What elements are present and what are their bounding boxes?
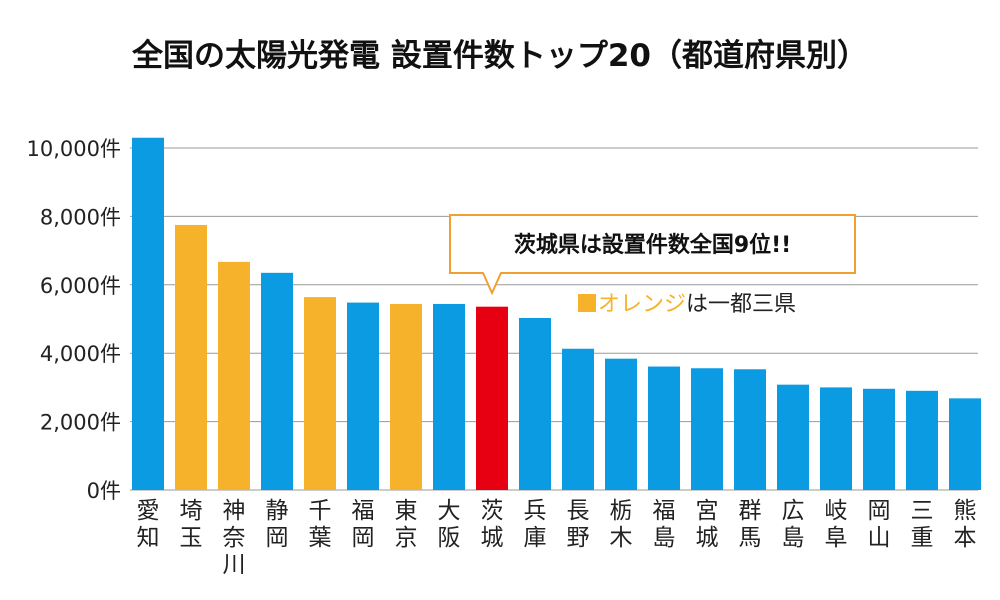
bar (132, 137, 164, 491)
bar (390, 303, 422, 490)
x-tick-label: 広島 (782, 498, 805, 551)
bar (648, 366, 680, 490)
x-tick-label: 岡山 (868, 498, 891, 551)
x-tick-label: 兵庫 (524, 498, 547, 551)
x-tick-label: 静岡 (266, 498, 289, 551)
y-tick-label: 4,000件 (40, 342, 121, 366)
callout: 茨城県は設置件数全国9位!! (449, 214, 856, 296)
bar (304, 297, 336, 490)
x-tick-label: 宮城 (696, 498, 719, 551)
legend-rest-text: は一都三県 (686, 292, 796, 317)
legend-text: オレンジは一都三県 (598, 292, 796, 317)
x-tick-label: 大阪 (438, 498, 461, 551)
x-tick-label: 三重 (911, 498, 934, 551)
x-tick-label: 東京 (395, 498, 418, 551)
bar (863, 388, 895, 490)
x-tick-label: 福岡 (352, 498, 375, 551)
chart-title: 全国の太陽光発電 設置件数トップ20（都道府県別） (132, 38, 868, 74)
legend-swatch (578, 294, 596, 312)
bar (347, 302, 379, 490)
x-tick-label: 神奈川 (223, 498, 246, 578)
y-tick-label: 6,000件 (40, 274, 121, 298)
x-tick-label: 愛知 (137, 498, 160, 551)
x-tick-label: 福島 (653, 498, 676, 551)
bar (562, 348, 594, 490)
x-tick-label: 岐阜 (825, 498, 848, 551)
bar (218, 261, 250, 490)
bar (175, 224, 207, 490)
bars (132, 137, 981, 491)
bar (519, 317, 551, 490)
legend-colored-word: オレンジ (598, 292, 686, 317)
bar (433, 303, 465, 490)
x-tick-label: 長野 (567, 498, 590, 551)
callout-text: 茨城県は設置件数全国9位!! (514, 232, 791, 258)
x-tick-label: 熊本 (954, 498, 977, 551)
bar (691, 368, 723, 490)
x-tick-label: 千葉 (309, 498, 332, 551)
y-tick-label: 2,000件 (40, 411, 121, 435)
x-tick-label: 埼玉 (180, 498, 203, 551)
bar (949, 398, 981, 490)
y-tick-label: 8,000件 (40, 205, 121, 229)
bar (476, 306, 508, 490)
bar (734, 369, 766, 490)
y-axis: 0件 2,000件 4,000件 6,000件 8,000件 10,000件 (27, 137, 121, 503)
x-axis: 愛知埼玉神奈川静岡千葉福岡東京大阪茨城兵庫長野栃木福島宮城群馬広島岐阜岡山三重熊… (137, 498, 977, 578)
y-tick-label: 10,000件 (27, 137, 121, 161)
x-tick-label: 茨城 (481, 498, 504, 551)
legend-note: オレンジは一都三県 (578, 292, 796, 317)
bar (261, 272, 293, 490)
y-tick-label: 0件 (87, 479, 121, 503)
x-tick-label: 栃木 (610, 498, 633, 551)
bar (906, 390, 938, 490)
bar (777, 384, 809, 490)
bar (820, 387, 852, 490)
x-tick-label: 群馬 (739, 498, 762, 551)
callout-box (449, 214, 856, 296)
bar (605, 358, 637, 490)
